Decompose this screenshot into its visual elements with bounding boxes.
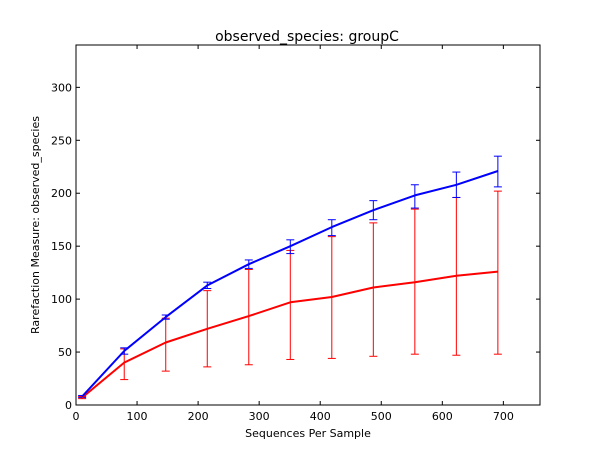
x-tick-label: 500 [371, 410, 392, 423]
series-1-errorbars [78, 190, 502, 400]
y-axis-label: Rarefaction Measure: observed_species [29, 116, 42, 334]
x-tick-label: 400 [310, 410, 331, 423]
x-tick-label: 100 [127, 410, 148, 423]
axis-ticks: 0 100 200 300 400 500 600 700 0 50 100 150 200 250 300 [51, 45, 540, 423]
x-tick-label: 700 [493, 410, 514, 423]
y-tick-label: 250 [51, 134, 72, 147]
plot-frame [75, 44, 541, 406]
y-tick-label: 100 [51, 293, 72, 306]
x-tick-label: 600 [432, 410, 453, 423]
series-0-line [81, 170, 499, 398]
y-tick-label: 300 [51, 81, 72, 94]
chart-title: observed_species: groupC [215, 29, 399, 45]
x-tick-label: 0 [73, 410, 80, 423]
x-tick-label: 300 [249, 410, 270, 423]
series-1-line [81, 270, 499, 399]
y-tick-label: 50 [58, 346, 72, 359]
x-tick-label: 200 [188, 410, 209, 423]
y-tick-label: 150 [51, 240, 72, 253]
y-tick-label: 200 [51, 187, 72, 200]
x-axis-label: Sequences Per Sample [245, 427, 371, 440]
y-tick-label: 0 [65, 399, 72, 412]
plot-area [78, 155, 502, 400]
